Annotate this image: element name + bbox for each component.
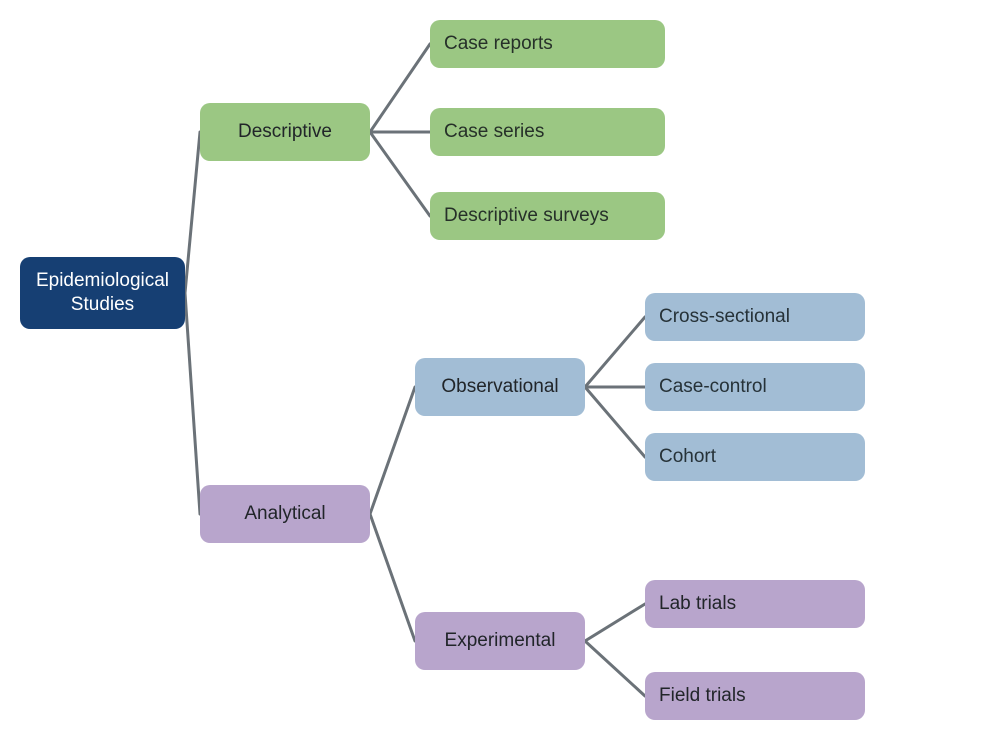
node-label-desc_surveys: Descriptive surveys xyxy=(444,204,609,228)
node-lab_trials: Lab trials xyxy=(645,580,865,628)
edge-descriptive-case_reports xyxy=(370,44,430,132)
edge-experimental-field_trials xyxy=(585,641,645,696)
node-root: EpidemiologicalStudies xyxy=(20,257,185,329)
node-label-lab_trials: Lab trials xyxy=(659,592,736,616)
node-case_reports: Case reports xyxy=(430,20,665,68)
node-label-observational: Observational xyxy=(441,375,558,399)
node-label-cohort: Cohort xyxy=(659,445,716,469)
edge-analytical-experimental xyxy=(370,514,415,641)
node-label-root: EpidemiologicalStudies xyxy=(36,269,169,317)
node-cohort: Cohort xyxy=(645,433,865,481)
node-experimental: Experimental xyxy=(415,612,585,670)
node-label-case_reports: Case reports xyxy=(444,32,553,56)
edge-observational-cross_sect xyxy=(585,317,645,387)
node-label-field_trials: Field trials xyxy=(659,684,746,708)
node-desc_surveys: Descriptive surveys xyxy=(430,192,665,240)
node-label-case_control: Case-control xyxy=(659,375,767,399)
node-observational: Observational xyxy=(415,358,585,416)
node-descriptive: Descriptive xyxy=(200,103,370,161)
node-case_control: Case-control xyxy=(645,363,865,411)
edge-analytical-observational xyxy=(370,387,415,514)
edge-descriptive-desc_surveys xyxy=(370,132,430,216)
node-label-experimental: Experimental xyxy=(445,629,556,653)
edge-root-analytical xyxy=(185,293,200,514)
node-label-case_series: Case series xyxy=(444,120,544,144)
node-label-descriptive: Descriptive xyxy=(238,120,332,144)
node-field_trials: Field trials xyxy=(645,672,865,720)
node-cross_sect: Cross-sectional xyxy=(645,293,865,341)
edge-root-descriptive xyxy=(185,132,200,293)
node-label-analytical: Analytical xyxy=(244,502,325,526)
edge-observational-cohort xyxy=(585,387,645,457)
node-label-cross_sect: Cross-sectional xyxy=(659,305,790,329)
node-case_series: Case series xyxy=(430,108,665,156)
node-analytical: Analytical xyxy=(200,485,370,543)
edge-experimental-lab_trials xyxy=(585,604,645,641)
